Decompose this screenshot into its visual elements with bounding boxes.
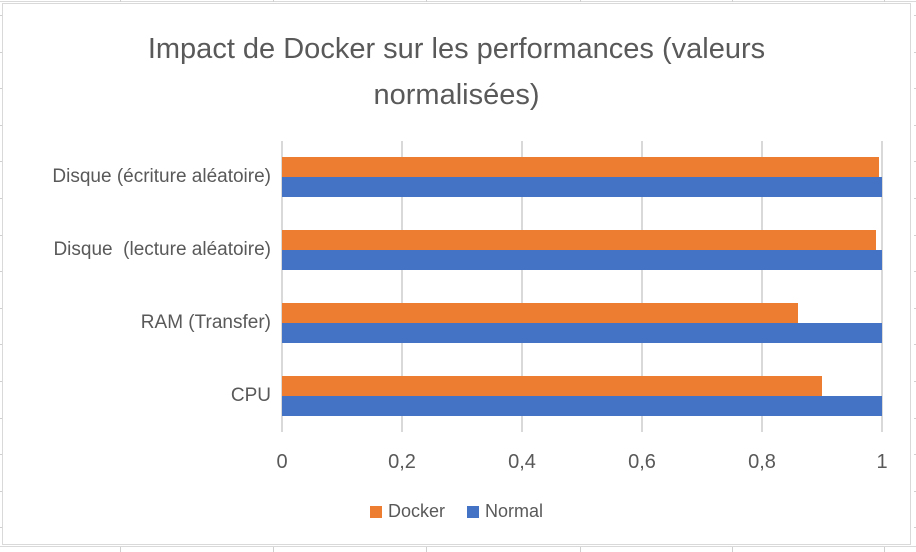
excel-column-gridline-tick: [273, 547, 274, 552]
excel-row-gridline-tick: [914, 527, 916, 528]
x-axis-tick-label: 0,2: [388, 451, 416, 473]
excel-row-gridline-tick: [0, 454, 2, 455]
bar-normal: [282, 395, 882, 416]
excel-column-gridline-tick: [580, 0, 581, 2]
excel-row-gridline-tick: [914, 418, 916, 419]
excel-column-gridline-tick: [426, 547, 427, 552]
category-label: Disque (lecture aléatoire): [53, 239, 271, 261]
excel-row-gridline-bottom: [0, 546, 916, 547]
excel-row-gridline-tick: [914, 125, 916, 126]
excel-row-gridline-tick: [914, 235, 916, 236]
excel-column-gridline-tick: [120, 547, 121, 552]
bar-group: [282, 157, 882, 198]
category-label: Disque (écriture aléatoire): [52, 166, 271, 188]
excel-row-gridline-tick: [0, 308, 2, 309]
excel-column-gridline-tick: [120, 0, 121, 2]
excel-row-gridline-tick: [0, 235, 2, 236]
x-axis-tick-label: 0,6: [628, 451, 656, 473]
excel-row-gridline-tick: [0, 198, 2, 199]
gridline: [281, 141, 283, 432]
gridline: [521, 141, 523, 432]
chart-area[interactable]: Impact de Docker sur les performances (v…: [2, 3, 911, 545]
excel-row-gridline-tick: [0, 381, 2, 382]
bar-normal: [282, 250, 882, 271]
bar-group: [282, 375, 882, 416]
category-label: CPU: [230, 384, 271, 406]
legend-label-normal: Normal: [485, 501, 544, 521]
excel-row-gridline-tick: [0, 52, 2, 53]
bar-docker: [282, 302, 798, 323]
excel-row-gridline-tick: [0, 527, 2, 528]
bar-docker: [282, 375, 822, 396]
gridline: [761, 141, 763, 432]
legend-item-docker: Docker: [369, 501, 445, 522]
legend-swatch-normal: [467, 505, 479, 518]
category-label: RAM (Transfer): [140, 311, 271, 333]
excel-row-gridline-tick: [914, 88, 916, 89]
excel-row-gridline-tick: [914, 271, 916, 272]
x-axis-tick-label: 0,4: [508, 451, 536, 473]
legend: Docker Normal: [3, 501, 910, 522]
legend-item-normal: Normal: [467, 501, 543, 522]
excel-row-gridline-tick: [914, 15, 916, 16]
x-axis-tick-label: 0: [276, 451, 288, 473]
excel-row-gridline-tick: [0, 88, 2, 89]
bar-docker: [282, 230, 876, 251]
excel-row-gridline-tick: [914, 344, 916, 345]
x-axis-tick-label: 1: [876, 451, 888, 473]
excel-row-gridline-tick: [914, 308, 916, 309]
excel-row-gridline-top: [0, 1, 916, 2]
gridline: [401, 141, 403, 432]
x-axis-tick-label: 0,8: [748, 451, 776, 473]
gridline: [881, 141, 883, 432]
excel-row-gridline-tick: [0, 491, 2, 492]
excel-column-gridline-tick: [884, 547, 885, 552]
legend-label-docker: Docker: [387, 501, 445, 521]
excel-row-gridline-tick: [914, 198, 916, 199]
excel-row-gridline-tick: [0, 15, 2, 16]
excel-row-gridline-tick: [0, 418, 2, 419]
bar-group: [282, 302, 882, 343]
category-axis: Disque (écriture aléatoire) Disque (lectu…: [3, 141, 271, 432]
excel-row-gridline-tick: [914, 454, 916, 455]
excel-row-gridline-tick: [0, 161, 2, 162]
chart-title: Impact de Docker sur les performances (v…: [3, 26, 910, 118]
bar-normal: [282, 322, 882, 343]
excel-column-gridline-tick: [426, 0, 427, 2]
chart-title-text: Impact de Docker sur les performances (v…: [147, 33, 766, 111]
excel-column-gridline-tick: [732, 547, 733, 552]
excel-row-gridline-tick: [914, 161, 916, 162]
excel-column-gridline-tick: [884, 0, 885, 2]
excel-row-gridline-tick: [914, 491, 916, 492]
excel-row-gridline-tick: [0, 271, 2, 272]
excel-column-gridline-tick: [580, 547, 581, 552]
excel-row-gridline-tick: [914, 381, 916, 382]
excel-row-gridline-tick: [0, 344, 2, 345]
bar-normal: [282, 177, 882, 198]
bar-docker: [282, 157, 879, 178]
excel-row-gridline-tick: [914, 52, 916, 53]
bar-group: [282, 230, 882, 271]
plot-area: [281, 141, 883, 432]
gridline: [641, 141, 643, 432]
excel-column-gridline-tick: [273, 0, 274, 2]
legend-swatch-docker: [369, 505, 382, 518]
excel-row-gridline-tick: [0, 125, 2, 126]
excel-column-gridline-tick: [732, 0, 733, 2]
